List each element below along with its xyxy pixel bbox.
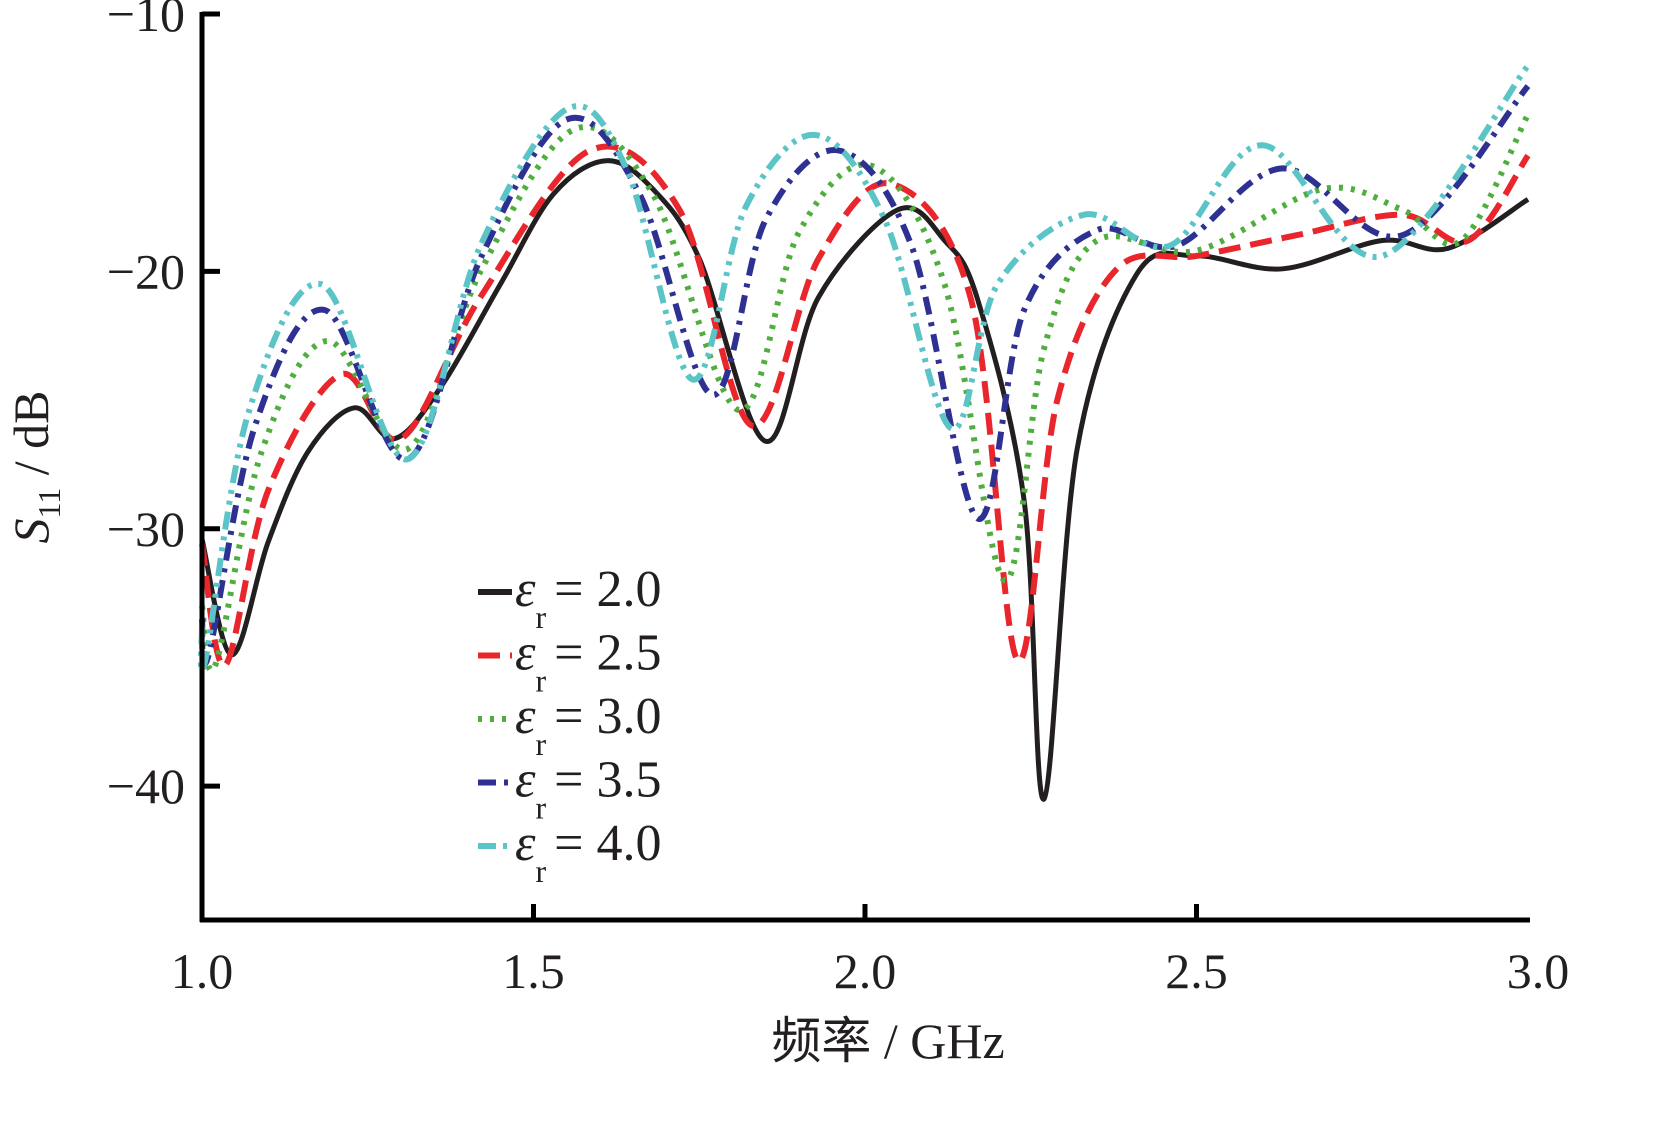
y-title-subscript: 11	[31, 488, 67, 519]
legend-symbol: ε	[515, 815, 536, 872]
legend-entry: εr = 3.5	[515, 752, 661, 826]
legend-symbol: ε	[515, 688, 536, 745]
legend-entry: εr = 2.0	[515, 561, 661, 635]
legend-subscript: r	[536, 663, 547, 699]
series-line-1	[199, 143, 1531, 669]
legend-symbol: ε	[515, 625, 536, 682]
x-tick-label: 2.0	[834, 943, 897, 999]
series-line-0	[199, 158, 1530, 802]
x-tick-label: 1.0	[171, 943, 234, 999]
y-title-unit: / dB	[3, 390, 59, 487]
series-line-4	[197, 63, 1531, 674]
y-title-symbol: S	[3, 519, 59, 544]
legend-subscript: r	[536, 726, 547, 762]
series-line-3	[199, 84, 1531, 667]
legend-symbol: ε	[515, 561, 536, 618]
x-axis-title: 频率 / GHz	[771, 1013, 1004, 1069]
legend-symbol: ε	[515, 752, 536, 809]
legend-value: = 4.0	[554, 815, 661, 872]
legend-entry: εr = 2.5	[515, 625, 661, 699]
legend-value: = 2.0	[554, 561, 661, 618]
x-tick-label: 3.0	[1507, 943, 1570, 999]
series-line-2	[199, 112, 1531, 674]
y-tick-label: −30	[107, 501, 185, 557]
series-curves	[197, 63, 1531, 802]
legend-value: = 2.5	[554, 625, 661, 682]
svg-text:S11 / dB: S11 / dB	[3, 390, 67, 543]
legend-subscript: r	[536, 790, 547, 826]
legend-value: = 3.5	[554, 752, 661, 809]
legend-entry: εr = 4.0	[515, 815, 661, 889]
y-tick-label: −40	[107, 758, 185, 814]
y-tick-label: −10	[107, 0, 185, 42]
legend-subscript: r	[536, 599, 547, 635]
legend: εr = 2.0εr = 2.5εr = 3.0εr = 3.5εr = 4.0	[478, 561, 661, 889]
x-tick-label: 2.5	[1165, 943, 1228, 999]
legend-subscript: r	[536, 853, 547, 889]
y-axis-title: S11 / dB	[3, 390, 67, 543]
axes	[199, 12, 1530, 923]
x-ticks: 1.0 1.5 2.0 2.5 3.0	[171, 904, 1570, 999]
y-ticks: −10 −20 −30 −40	[107, 0, 220, 814]
legend-entry: εr = 3.0	[515, 688, 661, 762]
x-tick-label: 1.5	[502, 943, 565, 999]
y-tick-label: −20	[107, 243, 185, 299]
legend-value: = 3.0	[554, 688, 661, 745]
